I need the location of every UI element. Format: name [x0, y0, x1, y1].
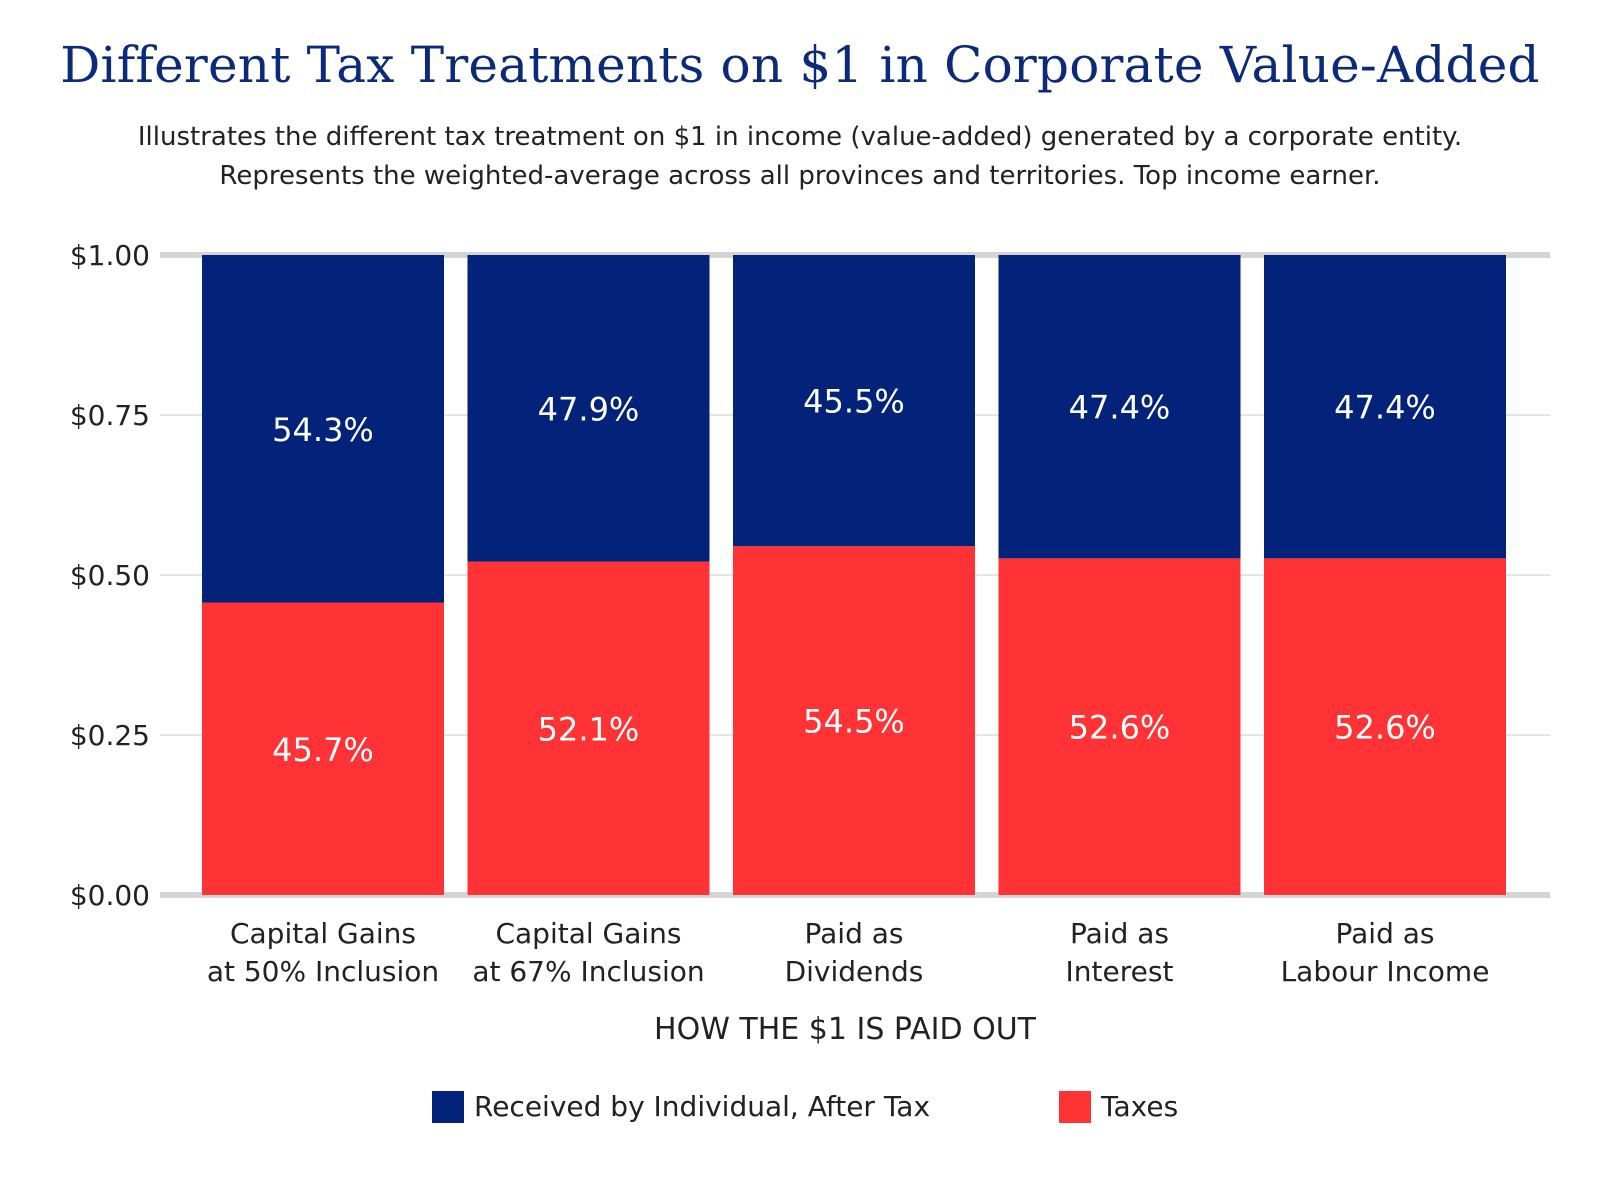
subtitle-line-1: Illustrates the different tax treatment … — [137, 122, 1463, 152]
bar-value-label: 47.4% — [1334, 389, 1436, 427]
x-tick-label: Dividends — [785, 955, 924, 988]
bar-after-tax — [467, 255, 710, 562]
legend-item-after-tax: Received by Individual, After Tax — [432, 1090, 930, 1123]
bar-value-label: 54.5% — [803, 703, 905, 741]
bar-value-label: 45.7% — [272, 731, 374, 769]
bar-taxes — [467, 561, 710, 895]
bar-after-tax — [202, 255, 444, 603]
x-axis-title: HOW THE $1 IS PAID OUT — [654, 1012, 1036, 1047]
bar-after-tax — [998, 255, 1241, 559]
y-tick-label: $0.25 — [70, 719, 150, 752]
legend-label-taxes: Taxes — [1101, 1090, 1179, 1123]
y-tick-label: $1.00 — [70, 239, 150, 272]
bar-taxes — [202, 602, 444, 895]
x-tick-label: Capital Gains — [230, 917, 416, 950]
x-tick-label: Labour Income — [1281, 955, 1490, 988]
legend-item-taxes: Taxes — [1059, 1090, 1178, 1123]
bar-value-label: 47.9% — [538, 390, 640, 428]
y-tick-label: $0.50 — [70, 559, 150, 592]
subtitle-line-2: Represents the weighted-average across a… — [219, 161, 1381, 191]
bar-taxes — [1264, 558, 1506, 895]
bar-taxes — [733, 546, 975, 895]
x-tick-label: at 50% Inclusion — [207, 955, 439, 988]
x-tick-label: Paid as — [805, 917, 904, 950]
legend-swatch-after-tax — [432, 1090, 464, 1123]
x-tick-label: at 67% Inclusion — [472, 955, 704, 988]
bar-value-label: 52.6% — [1334, 709, 1436, 747]
bar-value-label: 45.5% — [803, 383, 905, 421]
bar-value-label: 52.6% — [1069, 709, 1171, 747]
legend-swatch-taxes — [1059, 1090, 1091, 1123]
chart-title: Different Tax Treatments on $1 in Corpor… — [60, 36, 1540, 94]
y-tick-label: $0.00 — [70, 879, 150, 912]
bar-after-tax — [1264, 255, 1506, 559]
legend: Received by Individual, After Tax Taxes — [0, 1090, 1600, 1130]
bar-value-label: 52.1% — [538, 710, 640, 748]
chart-subtitle: Illustrates the different tax treatment … — [0, 118, 1600, 196]
x-tick-label: Paid as — [1070, 917, 1169, 950]
legend-label-after-tax: Received by Individual, After Tax — [474, 1090, 931, 1123]
bar-taxes — [998, 558, 1241, 895]
bar-value-label: 47.4% — [1069, 389, 1171, 427]
x-tick-label: Paid as — [1336, 917, 1435, 950]
bar-after-tax — [733, 255, 975, 547]
bar-value-label: 54.3% — [272, 411, 374, 449]
x-tick-label: Interest — [1066, 955, 1174, 988]
x-tick-label: Capital Gains — [495, 917, 681, 950]
y-tick-label: $0.75 — [70, 399, 150, 432]
